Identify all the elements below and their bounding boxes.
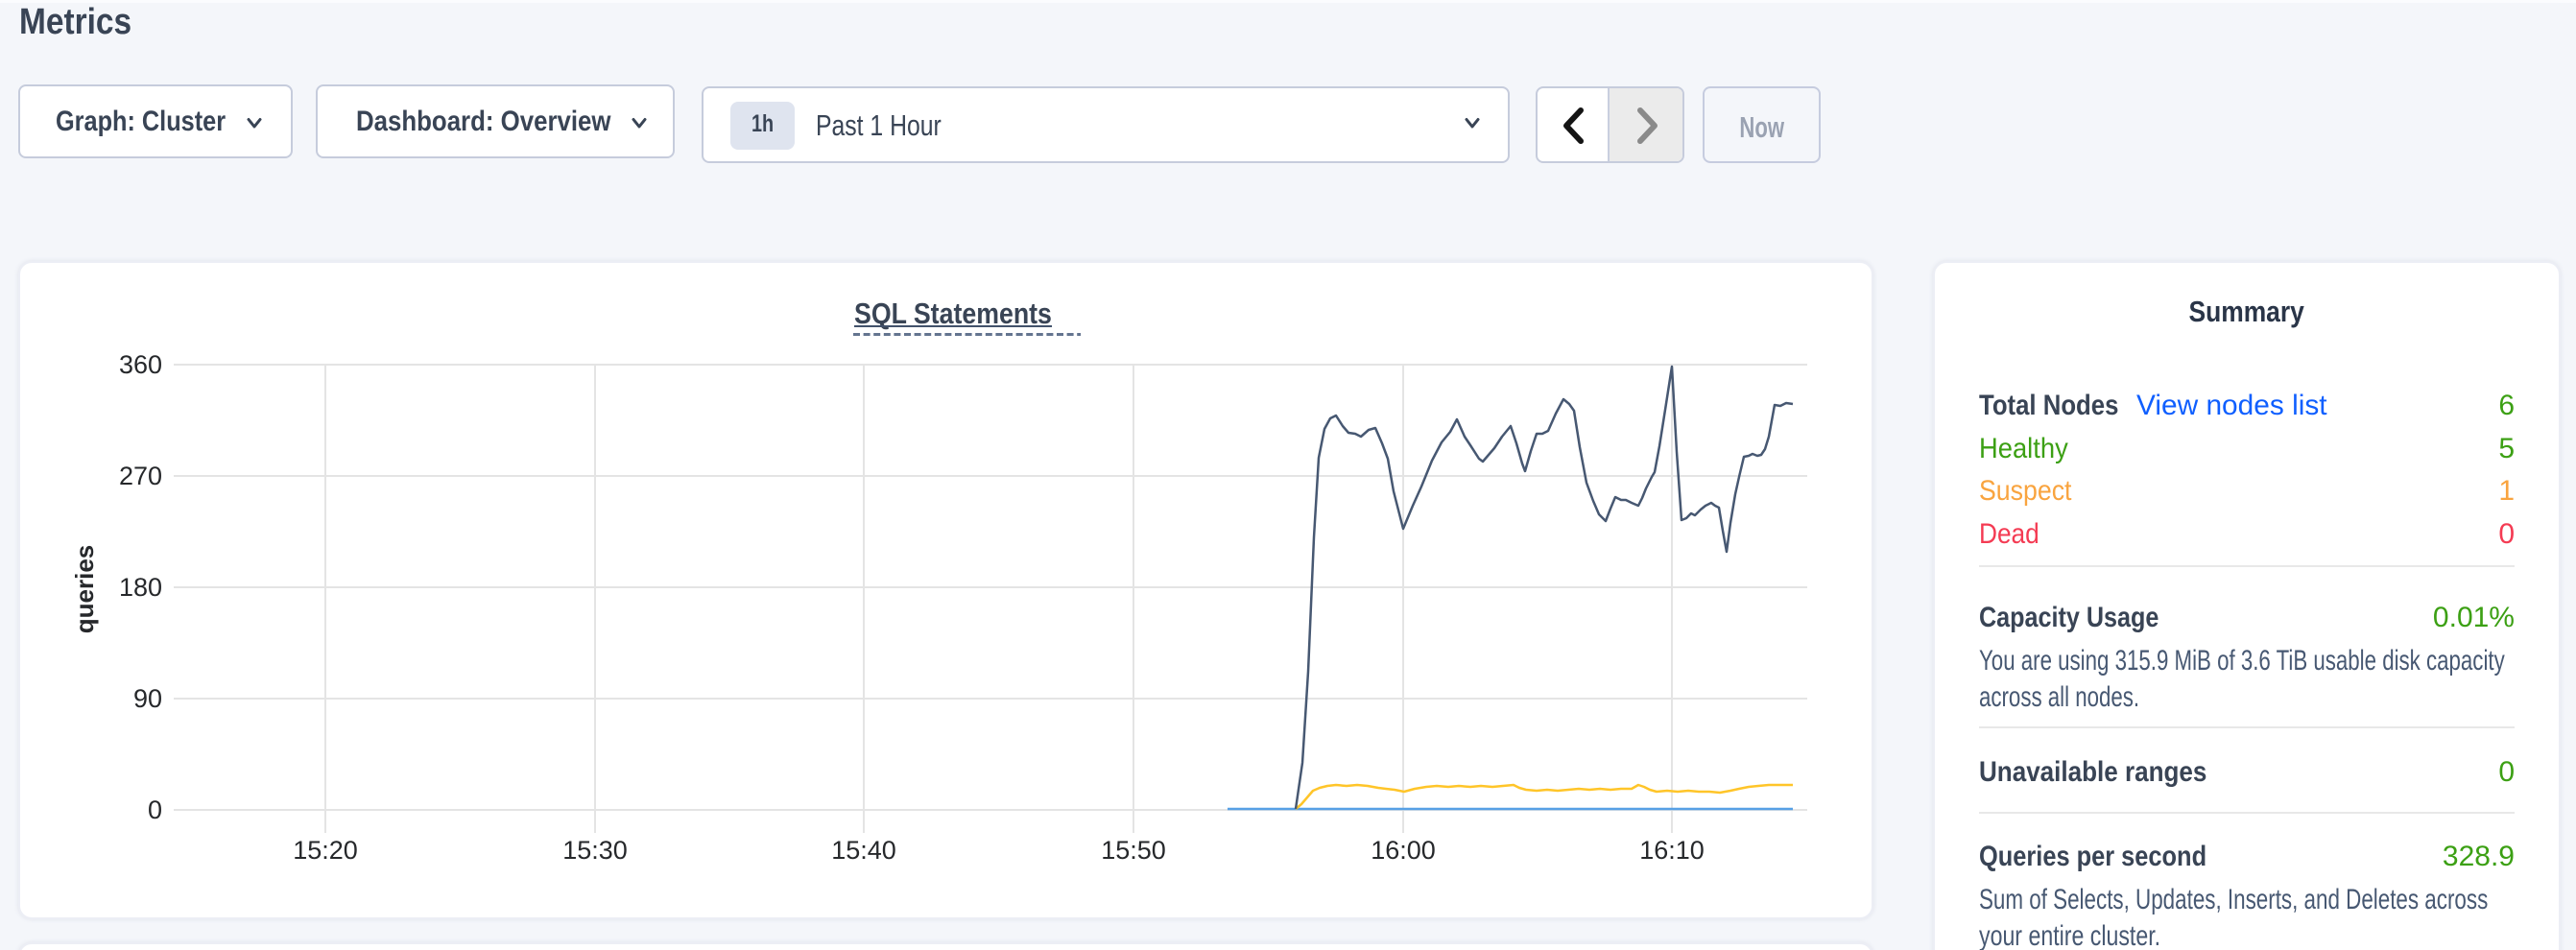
svg-text:90: 90 xyxy=(133,684,162,713)
svg-text:16:00: 16:00 xyxy=(1371,836,1436,865)
svg-text:15:20: 15:20 xyxy=(293,836,358,865)
svg-text:270: 270 xyxy=(119,462,162,490)
svg-text:queries: queries xyxy=(70,545,99,634)
svg-text:180: 180 xyxy=(119,573,162,602)
svg-text:0: 0 xyxy=(148,796,162,824)
svg-text:15:40: 15:40 xyxy=(831,836,896,865)
svg-text:16:10: 16:10 xyxy=(1639,836,1705,865)
svg-text:15:50: 15:50 xyxy=(1101,836,1166,865)
svg-text:360: 360 xyxy=(119,350,162,379)
svg-text:15:30: 15:30 xyxy=(562,836,628,865)
